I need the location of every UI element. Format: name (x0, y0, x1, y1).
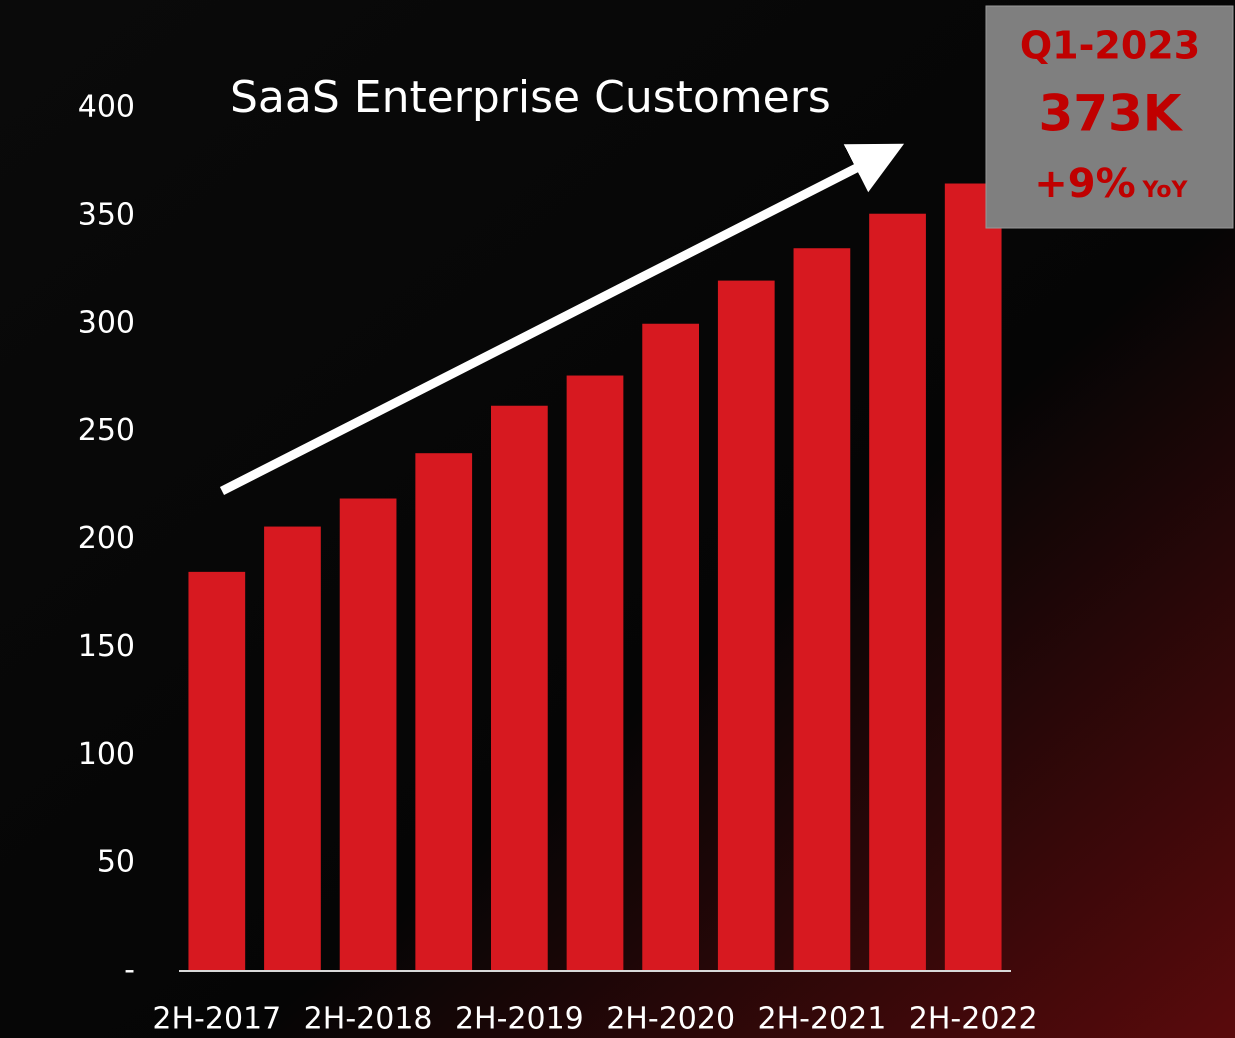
annotation-box (985, 5, 1234, 229)
x-tick-label: 2H-2021 (757, 1002, 886, 1037)
y-tick-label: 250 (78, 413, 135, 448)
y-tick-label: 350 (78, 197, 135, 232)
bar (339, 498, 397, 971)
annotation-growth: +9% (1034, 161, 1135, 207)
x-tick-label: 2H-2020 (606, 1002, 735, 1037)
x-tick-label: 2H-2018 (304, 1002, 433, 1037)
y-tick-label: 150 (78, 629, 135, 664)
y-tick-label: 100 (78, 737, 135, 772)
y-tick-label: 300 (78, 305, 135, 340)
trend-arrow (219, 143, 905, 496)
bar (642, 323, 699, 971)
bar (415, 453, 473, 971)
y-tick-label: 200 (78, 521, 135, 556)
y-tick-label: - (124, 953, 135, 988)
bar (717, 280, 775, 972)
annotation-period: Q1-2023 (1020, 24, 1200, 68)
bar (188, 571, 246, 971)
bar (869, 213, 926, 971)
y-tick-label: 400 (78, 90, 135, 125)
y-tick-label: 50 (97, 845, 135, 880)
bar (944, 183, 1002, 971)
annotation-value: 373K (1038, 85, 1183, 143)
annotation-growth-unit: YoY (1142, 178, 1189, 203)
bar (566, 375, 624, 971)
x-tick-label: 2H-2019 (455, 1002, 584, 1037)
plot-area: - 50 100 150 200 250 300 350 400 2H-2017 2H-2018 2H… (78, 90, 1038, 1037)
bar (793, 248, 851, 972)
bar (264, 526, 321, 971)
bar (491, 405, 548, 971)
x-tick-label: 2H-2017 (152, 1002, 281, 1037)
x-tick-label: 2H-2022 (909, 1002, 1038, 1037)
chart-title: SaaS Enterprise Customers (230, 72, 831, 123)
